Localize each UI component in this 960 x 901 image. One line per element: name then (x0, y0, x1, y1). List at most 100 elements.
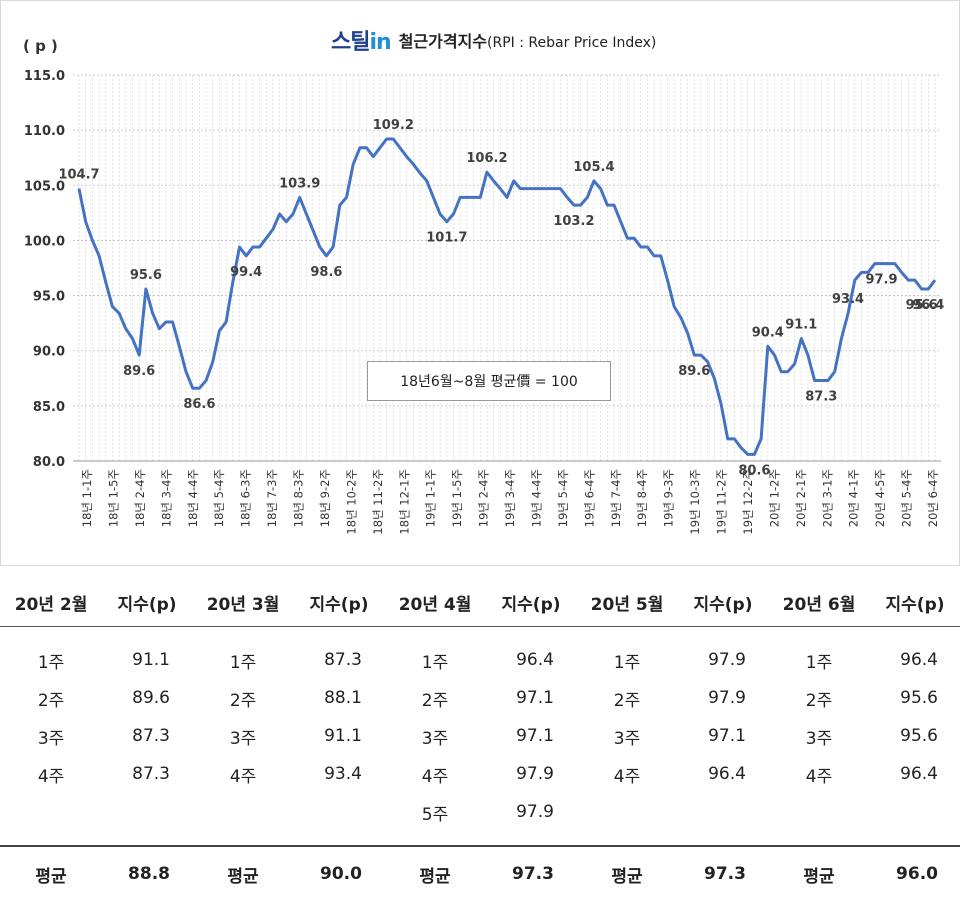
week-cell: 2주 (421, 690, 449, 711)
average-value: 97.3 (486, 845, 576, 901)
week-cell: 3주 (805, 728, 833, 749)
x-tick-label: 19년 5-4주 (556, 469, 570, 527)
week-cell: 5주 (421, 804, 449, 825)
data-label: 86.6 (183, 397, 215, 412)
week-cell: 4주 (421, 766, 449, 787)
x-tick-label: 18년 10-2주 (344, 469, 358, 535)
value-header: 지수(p) (486, 578, 576, 627)
data-label: 99.4 (230, 265, 262, 280)
spacer-cell (192, 627, 294, 642)
logo-accent: in (369, 30, 391, 55)
week-cell (576, 793, 678, 831)
table-spacer-row (0, 627, 960, 642)
x-tick-label: 19년 6-4주 (582, 469, 596, 527)
spacer-cell (870, 831, 960, 846)
spacer-cell (576, 831, 678, 846)
x-tick-label: 19년 4-4주 (529, 469, 543, 527)
index-value-cell: 88.1 (324, 688, 362, 708)
chart-title-main: 철근가격지수 (398, 32, 488, 51)
table-row: 1주 91.1 1주 87.3 1주 96.4 1주 97.9 1주 96.4 (0, 641, 960, 679)
table-row: 3주 87.3 3주 91.1 3주 97.1 3주 97.1 3주 95.6 (0, 717, 960, 755)
index-value-cell (678, 793, 768, 831)
x-tick-label: 18년 7-3주 (265, 469, 279, 527)
average-label: 평균 (0, 845, 103, 901)
week-cell: 1주 (37, 652, 65, 673)
data-label: 103.2 (553, 214, 594, 229)
index-value-cell: 97.9 (708, 650, 746, 670)
week-cell (192, 793, 294, 831)
x-tick-label: 18년 9-2주 (318, 469, 332, 527)
x-tick-label: 18년 6-3주 (239, 469, 253, 527)
x-tick-label: 18년 8-3주 (292, 469, 306, 527)
data-label: 97.9 (865, 273, 897, 288)
month-header: 20년 6월 (767, 578, 871, 627)
index-value-cell: 96.4 (708, 764, 746, 784)
index-value-cell: 87.3 (132, 764, 170, 784)
week-cell (0, 793, 102, 831)
x-tick-label: 20년 5-4주 (900, 469, 914, 527)
average-value: 90.0 (294, 845, 384, 901)
week-cell: 2주 (613, 690, 641, 711)
x-tick-label: 19년 11-2주 (715, 469, 729, 535)
week-cell: 3주 (229, 728, 257, 749)
index-value-cell: 97.1 (708, 726, 746, 746)
index-value-cell: 91.1 (324, 726, 362, 746)
y-tick-label: 115.0 (24, 69, 65, 84)
x-tick-label: 19년 1-5주 (450, 469, 464, 527)
index-value-cell: 93.4 (324, 764, 362, 784)
data-label: 95.6 (130, 268, 162, 283)
week-cell: 3주 (37, 728, 65, 749)
spacer-cell (678, 627, 768, 642)
table-row: 2주 89.6 2주 88.1 2주 97.1 2주 97.9 2주 95.6 (0, 679, 960, 717)
data-label: 93.4 (832, 292, 864, 307)
x-tick-label: 18년 11-2주 (371, 469, 385, 535)
week-cell: 1주 (421, 652, 449, 673)
steelin-logo: 스틸in (331, 24, 392, 56)
x-tick-label: 19년 8-4주 (635, 469, 649, 527)
index-value-cell: 89.6 (132, 688, 170, 708)
index-value-cell: 97.9 (708, 688, 746, 708)
average-value: 96.0 (870, 845, 960, 901)
y-tick-label: 80.0 (33, 455, 65, 470)
index-value-cell: 95.6 (900, 688, 938, 708)
week-cell: 2주 (37, 690, 65, 711)
spacer-cell (0, 627, 102, 642)
spacer-cell (678, 831, 768, 846)
x-tick-label: 19년 3-4주 (503, 469, 517, 527)
x-tick-label: 18년 3-4주 (159, 469, 173, 527)
x-tick-label: 18년 2-4주 (133, 469, 147, 527)
month-header: 20년 5월 (575, 578, 679, 627)
data-label: 109.2 (373, 118, 414, 133)
index-value-cell: 95.6 (900, 726, 938, 746)
index-value-cell: 96.4 (900, 650, 938, 670)
x-tick-label: 19년 10-3주 (688, 469, 702, 535)
index-value-cell: 97.9 (516, 764, 554, 784)
y-tick-label: 105.0 (24, 179, 65, 194)
spacer-cell (384, 831, 486, 846)
index-value-cell: 96.4 (900, 764, 938, 784)
spacer-cell (102, 831, 192, 846)
chart-title: 철근가격지수(RPI : Rebar Price Index) (399, 28, 657, 52)
y-axis-unit: ( p ) (23, 37, 58, 55)
data-label: 89.6 (123, 364, 155, 379)
data-label: 87.3 (805, 389, 837, 404)
spacer-cell (768, 831, 870, 846)
week-cell: 4주 (229, 766, 257, 787)
week-cell: 4주 (613, 766, 641, 787)
x-tick-label: 20년 1-2주 (767, 469, 781, 527)
spacer-cell (486, 627, 576, 642)
week-cell: 1주 (613, 652, 641, 673)
x-tick-label: 18년 1-1주 (80, 469, 94, 527)
x-tick-label: 19년 1-1주 (424, 469, 438, 527)
index-value-cell: 91.1 (132, 650, 170, 670)
x-tick-label: 18년 5-4주 (212, 469, 226, 527)
spacer-cell (0, 831, 102, 846)
x-tick-label: 18년 4-4주 (186, 469, 200, 527)
data-label: 101.7 (426, 231, 467, 246)
table-header-row: 20년 2월 지수(p) 20년 3월 지수(p) 20년 4월 지수(p) 20년 5월 지… (0, 578, 960, 627)
x-tick-label: 20년 3-1주 (820, 469, 834, 527)
data-label: 105.4 (573, 160, 614, 175)
baseline-note: 18년6월~8월 평균價 = 100 (367, 361, 611, 401)
x-tick-label: 19년 2-4주 (477, 469, 491, 527)
week-cell: 4주 (805, 766, 833, 787)
